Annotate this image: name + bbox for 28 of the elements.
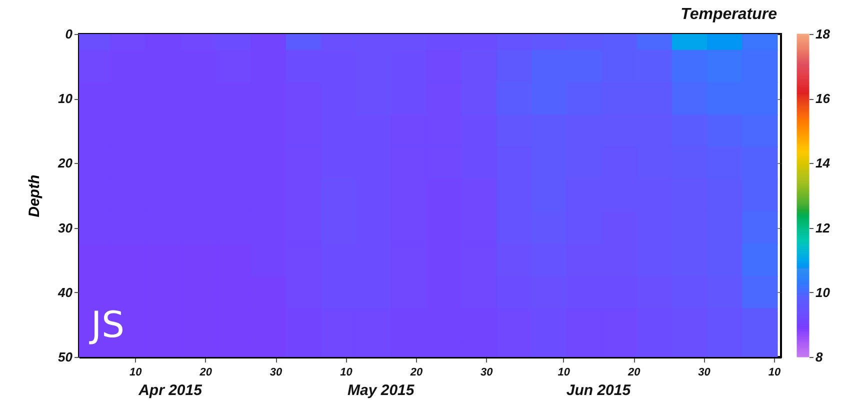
- color-bar-label: 18: [816, 26, 831, 42]
- x-tick-label: 30: [480, 366, 494, 378]
- color-bar-label: 10: [816, 284, 831, 300]
- x-tick-label: 20: [198, 366, 213, 378]
- color-bar-label: 14: [816, 156, 831, 171]
- x2-tick-label: May 2015: [348, 382, 415, 399]
- color-bar-label: 12: [816, 220, 831, 236]
- x-tick-label: 30: [270, 366, 284, 378]
- x2-tick-label: Jun 2015: [566, 382, 632, 399]
- color-bar-label: 8: [816, 350, 824, 364]
- y-tick-label: 30: [58, 220, 74, 236]
- x-tick-label: 10: [340, 366, 354, 378]
- y-tick-label: 0: [65, 26, 74, 42]
- x-tick-label: 30: [698, 366, 712, 378]
- color-bar-title: Temperature: [680, 6, 778, 23]
- x-tick-label: 20: [409, 366, 424, 378]
- annotation: JS: [89, 305, 124, 346]
- color-bar-label: 16: [816, 91, 831, 106]
- x-tick-label: 10: [558, 366, 571, 378]
- y-tick-label: 40: [57, 284, 74, 300]
- y-axis-title: Depth: [26, 174, 44, 218]
- x2-tick-label: Apr 2015: [138, 382, 203, 399]
- y-tick-label: 20: [57, 156, 74, 171]
- x-tick-label: 10: [130, 366, 143, 378]
- y-tick-label: 50: [58, 350, 74, 364]
- y-tick-label: 10: [58, 91, 74, 106]
- x-tick-label: 20: [626, 366, 642, 378]
- x-tick-label: 10: [768, 366, 782, 378]
